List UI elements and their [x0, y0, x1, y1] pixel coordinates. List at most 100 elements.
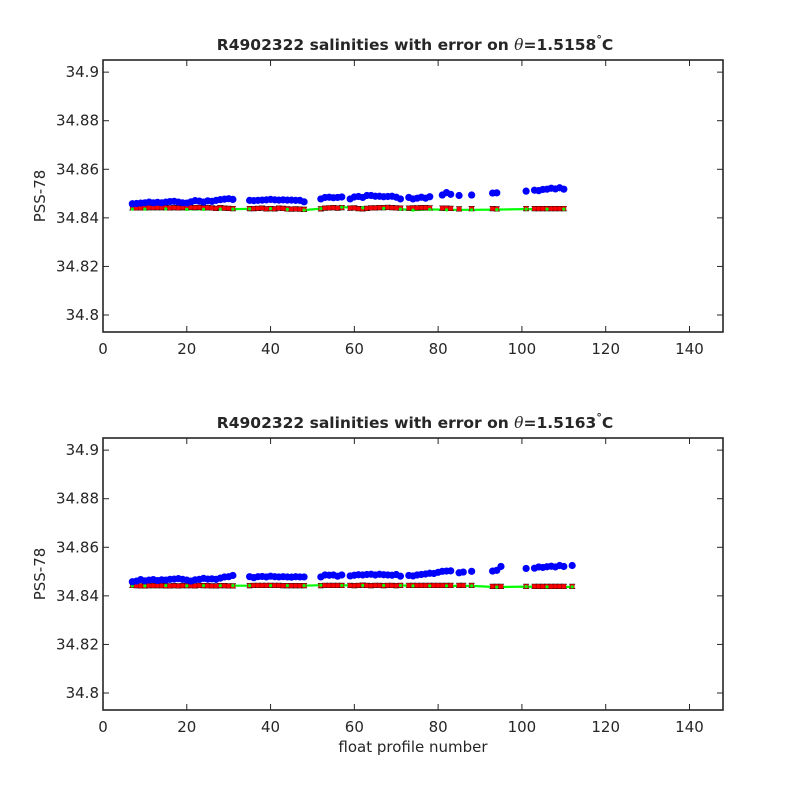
- mapped-salinity-point: [222, 205, 227, 211]
- fit-point: [495, 585, 499, 589]
- mapped-salinity-point: [146, 205, 152, 211]
- title-theta-symbol: θ: [514, 414, 524, 432]
- fit-point: [319, 583, 323, 587]
- mapped-salinity-point: [263, 206, 269, 212]
- axes-frame: [102, 59, 724, 333]
- fit-point: [361, 583, 365, 588]
- fit-point: [319, 207, 323, 211]
- float-salinity-point: [447, 190, 455, 198]
- mapped-salinity-point: [276, 205, 282, 211]
- float-salinity-point: [447, 567, 455, 575]
- mapped-salinity-point: [259, 583, 265, 588]
- mapped-salinity-point: [385, 205, 391, 210]
- mapped-salinity-point: [255, 583, 261, 588]
- fit-point: [411, 208, 415, 212]
- title-degree: °: [596, 33, 602, 46]
- y-tick-label: 34.84: [56, 587, 99, 605]
- x-tick-label: 40: [261, 718, 280, 736]
- float-salinity-point: [522, 187, 530, 195]
- fit-point: [495, 208, 499, 212]
- x-tick-label: 100: [508, 340, 537, 358]
- float-salinity-point: [493, 189, 501, 197]
- mapped-salinity-point: [553, 583, 558, 589]
- mapped-salinity-point: [209, 583, 215, 589]
- mapped-salinity-point: [159, 583, 165, 589]
- fit-point: [201, 207, 206, 211]
- mapped-salinity-point: [490, 206, 495, 212]
- fit-point: [130, 207, 134, 211]
- mapped-salinity-point: [171, 583, 177, 589]
- fit-point: [470, 584, 474, 588]
- title-prefix: R4902322 salinities with error on: [217, 414, 514, 432]
- fit-point: [285, 207, 289, 211]
- y-tick-label: 34.86: [56, 160, 99, 178]
- mapped-salinity-point: [540, 206, 546, 212]
- mapped-salinity-point: [222, 583, 227, 589]
- mapped-salinity-point: [456, 583, 462, 588]
- fit-point: [545, 207, 549, 211]
- mapped-salinity-point: [393, 205, 399, 211]
- fit-point: [248, 207, 252, 211]
- mapped-salinity-point: [372, 583, 378, 588]
- mapped-salinity-point: [155, 205, 160, 211]
- mapped-salinity-point: [226, 583, 232, 589]
- mapped-salinity-point: [297, 583, 303, 589]
- mapped-salinity-point: [167, 583, 173, 589]
- mapped-salinity-point: [557, 206, 563, 212]
- y-tick-label: 34.86: [56, 538, 99, 556]
- x-tick-label: 100: [508, 718, 537, 736]
- float-salinity-point: [522, 564, 530, 573]
- fit-point: [340, 583, 344, 588]
- mapped-salinity-point: [393, 583, 399, 589]
- fit-point: [164, 584, 168, 588]
- mapped-salinity-point: [180, 583, 185, 589]
- mapped-salinity-point: [372, 205, 378, 211]
- mapped-salinity-point: [414, 583, 420, 588]
- mapped-salinity-point: [251, 206, 257, 212]
- mapped-salinity-point: [364, 583, 370, 588]
- fit-point: [218, 584, 222, 588]
- fit-point: [398, 583, 403, 588]
- fit-point: [185, 207, 189, 211]
- mapped-salinity-point: [418, 205, 424, 211]
- mapped-salinity-point: [439, 205, 445, 211]
- fit-point: [231, 207, 235, 211]
- mapped-salinity-point: [368, 583, 374, 589]
- float-salinity-point: [468, 191, 476, 199]
- mapped-salinity-point: [289, 206, 294, 212]
- x-tick-label: 120: [591, 340, 620, 358]
- bottom-salinity-panel: 0 20 40 60 80 100 120 140 34.8 34.82 34.84 34.86 34.…: [31, 411, 724, 756]
- x-tick-label: 60: [345, 340, 364, 358]
- fit-point: [545, 585, 549, 589]
- mapped-salinity-point: [167, 205, 173, 211]
- fit-point: [340, 205, 344, 209]
- y-tick-label: 34.8: [66, 306, 99, 324]
- mapped-salinity-point: [188, 205, 194, 210]
- mapped-salinity-point: [448, 583, 454, 588]
- float-salinity-point: [426, 193, 434, 201]
- mapped-salinity-point: [532, 583, 537, 589]
- mapped-salinity-point: [548, 206, 554, 212]
- top-salinity-panel: 0 20 40 60 80 100 120 140 34.8 34.82 34.84 34.86 34.…: [31, 33, 724, 358]
- y-tick-label: 34.82: [56, 257, 99, 275]
- x-tick-label: 60: [345, 718, 364, 736]
- fit-point: [562, 207, 566, 211]
- mapped-salinity-point: [322, 205, 328, 211]
- fit-point: [248, 584, 252, 588]
- mapped-salinity-point: [289, 583, 294, 589]
- mapped-salinity-point: [368, 205, 374, 211]
- fit-point: [444, 208, 449, 212]
- mapped-salinity-point: [389, 205, 395, 211]
- mapped-salinity-point: [331, 583, 336, 588]
- x-tick-label: 0: [98, 718, 108, 736]
- x-axis-label: float profile number: [338, 738, 488, 756]
- fit-point: [231, 584, 235, 588]
- y-tick-label: 34.9: [66, 441, 99, 459]
- fit-point: [570, 585, 574, 589]
- mapped-salinity-point: [356, 206, 361, 212]
- mapped-salinity-point: [196, 583, 202, 588]
- float-salinity-point: [229, 195, 237, 203]
- mapped-salinity-point: [532, 206, 537, 212]
- y-axis-label: PSS-78: [31, 548, 49, 601]
- float-salinity-point: [396, 572, 405, 580]
